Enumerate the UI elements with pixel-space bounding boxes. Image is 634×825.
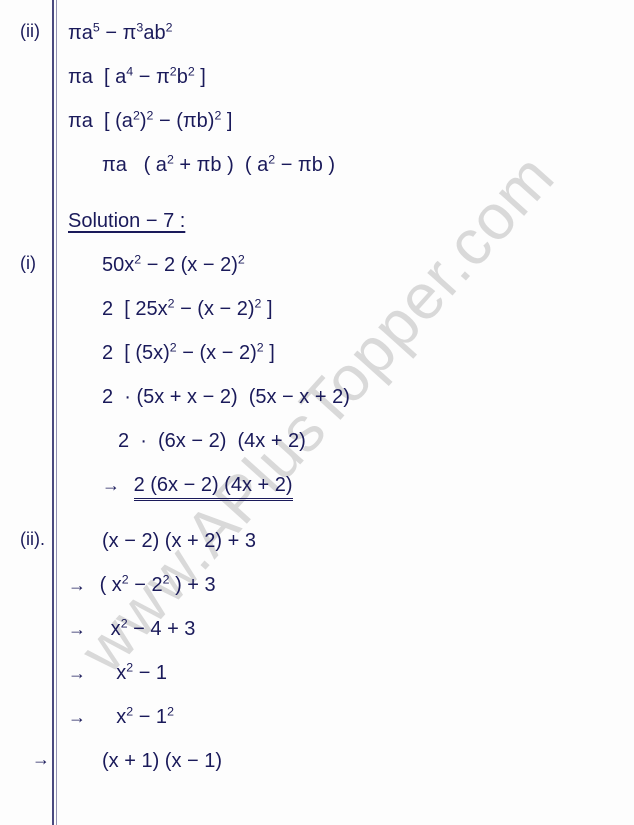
math-expr: ( x2 − 22 ) + 3 (100, 574, 216, 596)
eq-line: 2 · (6x − 2) (4x + 2) (118, 424, 604, 458)
part-label: (i) (20, 248, 36, 279)
eq-line: πa [ (a2)2 − (πb)2 ] (68, 104, 604, 138)
eq-line: → (x + 1) (x − 1) (68, 744, 604, 778)
math-expr: πa [ (a2)2 − (πb)2 ] (68, 110, 233, 132)
math-expr: x2 − 4 + 3 (100, 618, 196, 640)
main-content: (ii) πa5 − π3ab2 πa [ a4 − π2b2 ] πa [ (… (68, 12, 604, 788)
math-expr: (x + 1) (x − 1) (102, 750, 222, 772)
implies-arrow: → (32, 744, 50, 775)
math-expr: 2 · (5x + x − 2) (5x − x + 2) (102, 386, 350, 408)
eq-line: (ii) πa5 − π3ab2 (68, 16, 604, 50)
eq-line: 2 [ (5x)2 − (x − 2)2 ] (102, 336, 604, 370)
eq-line: → ( x2 − 22 ) + 3 (68, 568, 604, 602)
math-expr: 2 [ (5x)2 − (x − 2)2 ] (102, 342, 275, 364)
eq-line: 2 · (5x + x − 2) (5x − x + 2) (102, 380, 604, 414)
eq-line: → x2 − 1 (68, 656, 604, 690)
math-expr: x2 − 1 (100, 662, 168, 684)
math-expr: (x − 2) (x + 2) + 3 (102, 530, 256, 552)
margin-rule-thin (56, 0, 57, 825)
math-expr: πa ( a2 + πb ) ( a2 − πb ) (102, 154, 335, 176)
implies-arrow: → (102, 470, 128, 501)
math-expr: 50x2 − 2 (x − 2)2 (102, 254, 245, 276)
eq-line: πa ( a2 + πb ) ( a2 − πb ) (102, 148, 604, 182)
eq-line: (ii). (x − 2) (x + 2) + 3 (68, 524, 604, 558)
solution-heading: Solution − 7 : (68, 204, 604, 238)
math-expr-final: 2 (6x − 2) (4x + 2) (134, 474, 293, 501)
math-expr: 2 · (6x − 2) (4x + 2) (118, 430, 306, 452)
eq-line: → x2 − 12 (68, 700, 604, 734)
eq-line: πa [ a4 − π2b2 ] (68, 60, 604, 94)
part-label: (ii). (20, 524, 45, 555)
implies-arrow: → (68, 570, 94, 601)
margin-rule (52, 0, 54, 825)
implies-arrow: → (68, 614, 94, 645)
math-expr: x2 − 12 (100, 706, 174, 728)
math-expr: πa [ a4 − π2b2 ] (68, 66, 206, 88)
eq-line: → 2 (6x − 2) (4x + 2) (102, 468, 604, 502)
implies-arrow: → (68, 658, 94, 689)
page: www.APlusTopper.com (ii) πa5 − π3ab2 πa … (0, 0, 634, 825)
implies-arrow: → (68, 702, 94, 733)
eq-line: → x2 − 4 + 3 (68, 612, 604, 646)
part-label: (ii) (20, 16, 40, 47)
math-expr: πa5 − π3ab2 (68, 22, 172, 44)
math-expr: 2 [ 25x2 − (x − 2)2 ] (102, 298, 273, 320)
eq-line: 2 [ 25x2 − (x − 2)2 ] (102, 292, 604, 326)
eq-line: (i) 50x2 − 2 (x − 2)2 (68, 248, 604, 282)
